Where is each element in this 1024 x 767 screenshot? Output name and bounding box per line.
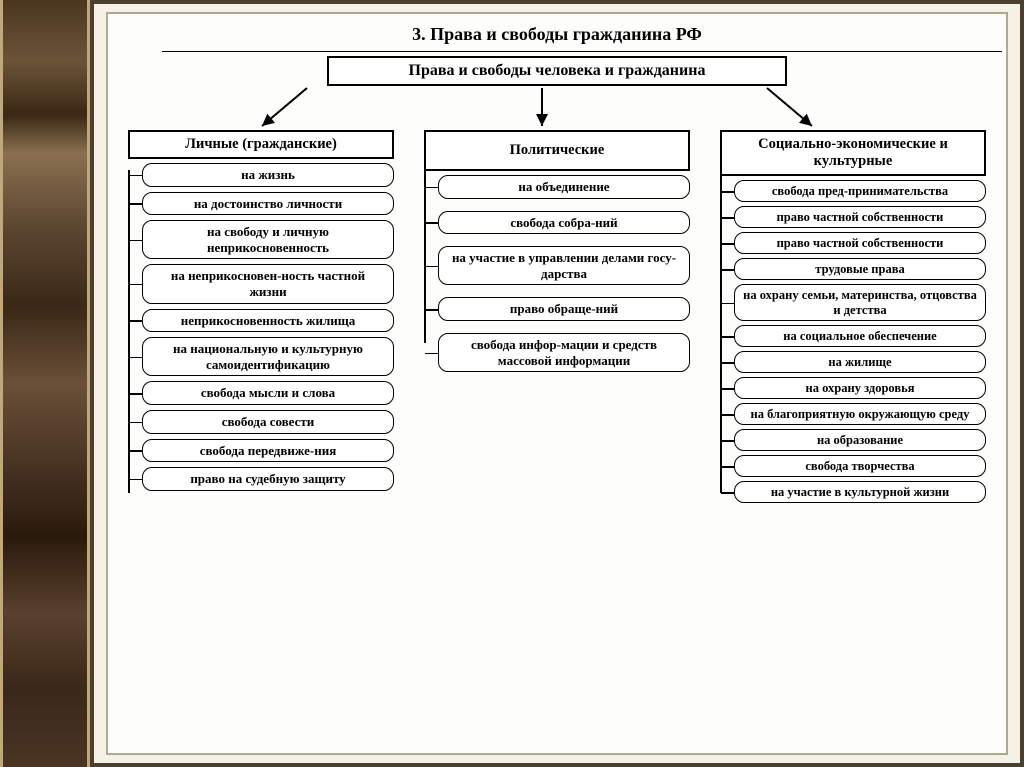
spine xyxy=(424,170,426,343)
list-item: на достоинство личности xyxy=(142,192,394,216)
list-item: свобода мысли и слова xyxy=(142,381,394,405)
item-list: на жизнь на достоинство личности на своб… xyxy=(142,163,394,491)
list-item: на участие в управлении делами госу-дарс… xyxy=(438,246,690,285)
diagram: Права и свободы человека и гражданина Ли… xyxy=(122,56,992,503)
item-list: на объединение свобода собра-ний на учас… xyxy=(438,175,690,372)
list-item: на неприкосновен-ность частной жизни xyxy=(142,264,394,303)
list-item: неприкосновенность жилища xyxy=(142,309,394,333)
column-social: Социально-экономические и культурные сво… xyxy=(720,130,986,503)
category-header: Политические xyxy=(424,130,690,171)
list-item: трудовые права xyxy=(734,258,986,280)
root-node: Права и свободы человека и гражданина xyxy=(327,56,787,86)
arrow-left xyxy=(252,86,312,130)
decorative-sidebar xyxy=(0,0,90,767)
list-item: свобода творчества xyxy=(734,455,986,477)
list-item: свобода пред-принимательства xyxy=(734,180,986,202)
column-personal: Личные (гражданские) на жизнь на достоин… xyxy=(128,130,394,503)
divider xyxy=(162,51,1002,52)
list-item: на объединение xyxy=(438,175,690,199)
list-item: на образование xyxy=(734,429,986,451)
list-item: на социальное обеспечение xyxy=(734,325,986,347)
list-item: свобода собра-ний xyxy=(438,211,690,235)
list-item: свобода совести xyxy=(142,410,394,434)
list-item: на национальную и культурную самоидентиф… xyxy=(142,337,394,376)
list-item: на охрану семьи, материнства, отцовства … xyxy=(734,284,986,321)
list-item: право частной собственности xyxy=(734,206,986,228)
arrow-right xyxy=(762,86,822,130)
list-item: на жизнь xyxy=(142,163,394,187)
spine xyxy=(128,170,130,493)
list-item: право обраще-ний xyxy=(438,297,690,321)
arrow-center xyxy=(532,86,552,130)
category-header: Социально-экономические и культурные xyxy=(720,130,986,176)
arrows xyxy=(122,86,992,130)
slide-frame: 3. Права и свободы гражданина РФ Права и… xyxy=(106,12,1008,755)
category-header: Личные (гражданские) xyxy=(128,130,394,159)
list-item: право частной собственности xyxy=(734,232,986,254)
item-list: свобода пред-принимательства право частн… xyxy=(734,180,986,503)
columns: Личные (гражданские) на жизнь на достоин… xyxy=(122,130,992,503)
slide-main: 3. Права и свободы гражданина РФ Права и… xyxy=(90,0,1024,767)
list-item: право на судебную защиту xyxy=(142,467,394,491)
list-item: на благоприятную окружающую среду xyxy=(734,403,986,425)
list-item: свобода инфор-мации и средств массовой и… xyxy=(438,333,690,372)
list-item: на свободу и личную неприкосновенность xyxy=(142,220,394,259)
list-item: на жилище xyxy=(734,351,986,373)
list-item: свобода передвиже-ния xyxy=(142,439,394,463)
list-item: на охрану здоровья xyxy=(734,377,986,399)
slide-title: 3. Права и свободы гражданина РФ xyxy=(122,24,992,45)
column-political: Политические на объединение свобода собр… xyxy=(424,130,690,503)
list-item: на участие в культурной жизни xyxy=(734,481,986,503)
